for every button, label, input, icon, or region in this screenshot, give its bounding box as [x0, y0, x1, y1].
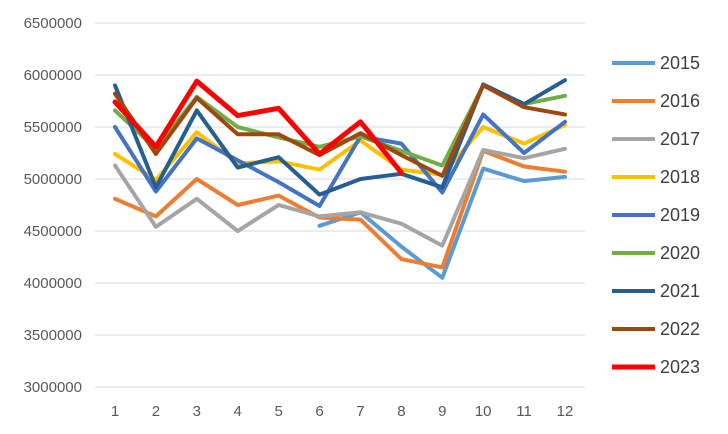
series-line-2023: [112, 78, 404, 176]
x-tick-label: 12: [557, 403, 574, 420]
series-line-2022: [113, 83, 567, 178]
y-tick-label: 4500000: [24, 223, 82, 240]
legend-item: 2023: [612, 357, 700, 377]
legend-label: 2019: [660, 205, 700, 225]
x-tick-label: 2: [152, 403, 160, 420]
series-line-2017: [113, 146, 567, 248]
x-tick-label: 4: [234, 403, 242, 420]
y-tick-label: 5500000: [24, 119, 82, 136]
x-tick-label: 8: [397, 403, 405, 420]
legend-item: 2022: [612, 319, 700, 339]
y-tick-label: 3000000: [24, 379, 82, 396]
y-tick-label: 6000000: [24, 67, 82, 84]
legend-label: 2020: [660, 243, 700, 263]
legend-item: 2017: [612, 129, 700, 149]
x-tick-label: 10: [475, 403, 492, 420]
legend-label: 2022: [660, 319, 700, 339]
x-tick-label: 9: [438, 403, 446, 420]
legend-item: 2019: [612, 205, 700, 225]
series-lines: [112, 78, 567, 280]
y-axis-ticks: 3000000 3500000 4000000 4500000 5000000 55000…: [24, 15, 82, 396]
x-tick-label: 1: [111, 403, 119, 420]
series-line-2016: [113, 148, 567, 270]
x-axis-ticks: 1 2 3 4 5 6 7 8 9 10 11 12: [111, 403, 574, 420]
x-tick-label: 6: [315, 403, 323, 420]
x-tick-label: 11: [516, 403, 532, 420]
legend: 2015 2016 2017 2018 2019 2020 2021 2022 2023: [612, 53, 700, 377]
legend-item: 2015: [612, 53, 700, 73]
legend-item: 2021: [612, 281, 700, 301]
y-tick-label: 3500000: [24, 327, 82, 344]
legend-item: 2018: [612, 167, 700, 187]
x-tick-label: 3: [193, 403, 201, 420]
y-tick-label: 4000000: [24, 275, 82, 292]
legend-label: 2018: [660, 167, 700, 187]
legend-label: 2023: [660, 357, 700, 377]
x-tick-label: 7: [356, 403, 364, 420]
x-tick-label: 5: [274, 403, 282, 420]
legend-label: 2015: [660, 53, 700, 73]
series-line-2018: [113, 122, 567, 182]
legend-label: 2021: [660, 281, 700, 301]
legend-item: 2020: [612, 243, 700, 263]
series-line-2019: [113, 112, 567, 208]
legend-label: 2016: [660, 91, 700, 111]
legend-item: 2016: [612, 91, 700, 111]
legend-label: 2017: [660, 129, 700, 149]
y-tick-label: 6500000: [24, 15, 82, 32]
y-tick-label: 5000000: [24, 171, 82, 188]
